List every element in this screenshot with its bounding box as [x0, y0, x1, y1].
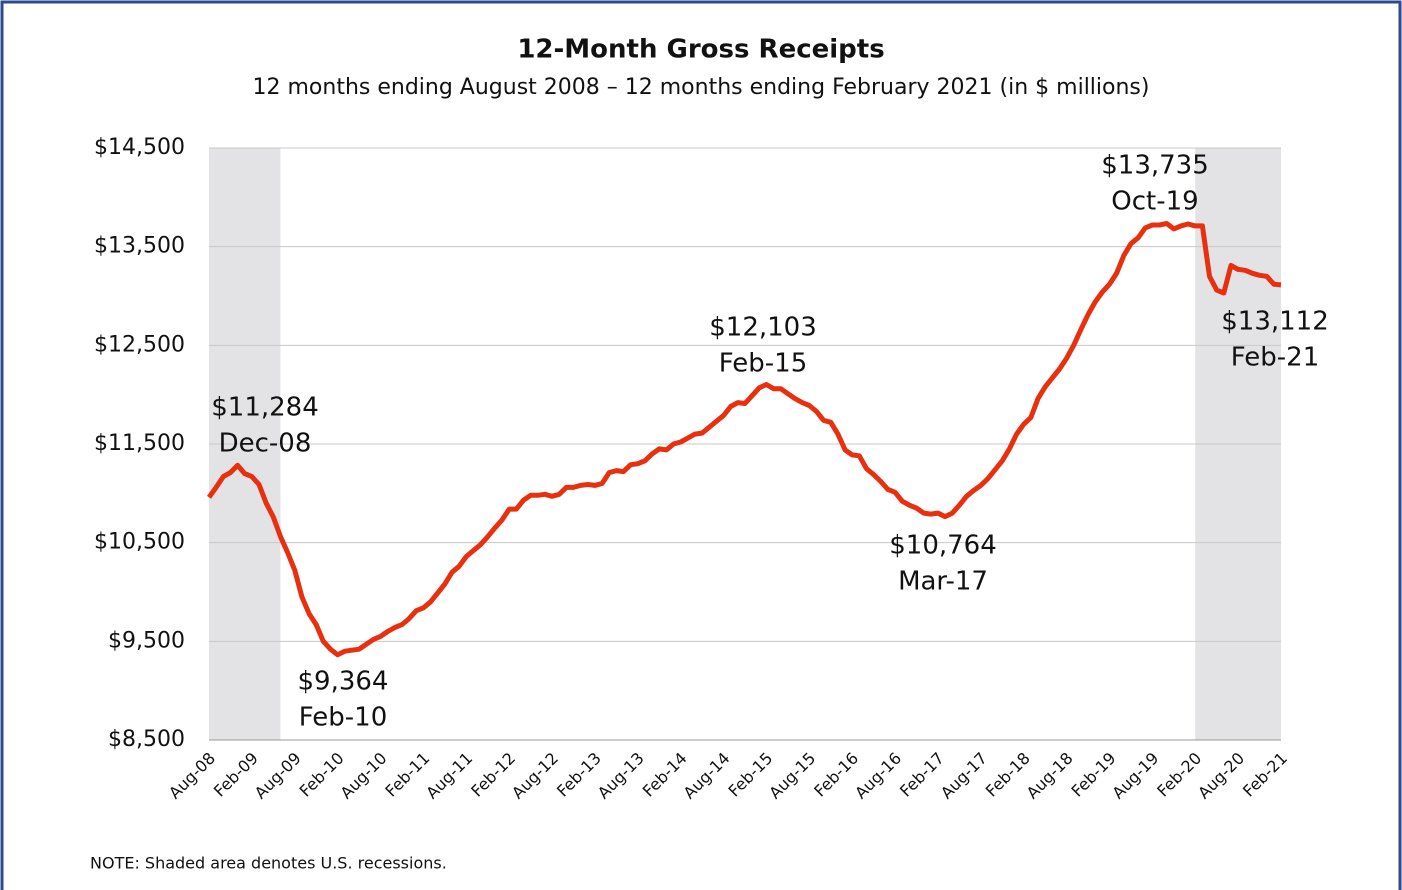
annotation-date: Dec-08 [219, 429, 312, 459]
note: NOTE: Shaded area denotes U.S. recession… [90, 854, 447, 873]
annotation-value: $12,103 [709, 313, 817, 343]
annotation-value: $9,364 [298, 667, 389, 697]
annotation-value: $13,735 [1101, 151, 1209, 181]
y-tick-label: $10,500 [94, 530, 185, 555]
x-tick-label: Aug-10 [337, 749, 391, 803]
x-tick-label: Aug-12 [508, 749, 562, 803]
x-tick-label: Feb-21 [1239, 749, 1291, 801]
x-tick-label: Aug-15 [765, 749, 819, 803]
annotation-date: Mar-17 [898, 567, 988, 597]
x-tick-label: Aug-11 [422, 749, 476, 803]
annotation-date: Oct-19 [1111, 187, 1198, 217]
annotation-value: $11,284 [211, 393, 319, 423]
grid [209, 147, 1281, 741]
x-tick-label: Aug-16 [851, 749, 905, 803]
annotation-date: Feb-10 [299, 703, 388, 733]
x-tick-label: Aug-14 [680, 749, 734, 803]
x-tick-label: Aug-18 [1023, 749, 1077, 803]
annotation-value: $13,112 [1221, 307, 1329, 337]
y-tick-label: $12,500 [94, 332, 185, 357]
x-tick-label: Aug-09 [251, 749, 305, 803]
x-tick-label: Aug-13 [594, 749, 648, 803]
data-line [206, 221, 1282, 658]
annotation-date: Feb-15 [719, 349, 808, 379]
y-tick-label: $14,500 [94, 135, 185, 160]
chart-title: 12-Month Gross Receipts [517, 35, 884, 65]
y-tick-label: $13,500 [94, 234, 185, 259]
annotation-date: Feb-21 [1231, 343, 1320, 373]
annotation-value: $10,764 [889, 531, 997, 561]
x-tick-label: Aug-17 [937, 749, 991, 803]
y-tick-label: $11,500 [94, 431, 185, 456]
y-tick-label: $9,500 [108, 628, 185, 653]
x-tick-label: Aug-20 [1194, 749, 1248, 803]
x-tick-label: Aug-19 [1108, 749, 1162, 803]
chart-subtitle: 12 months ending August 2008 – 12 months… [253, 75, 1150, 100]
x-tick-label: Aug-08 [165, 749, 219, 803]
y-tick-label: $8,500 [108, 727, 185, 752]
